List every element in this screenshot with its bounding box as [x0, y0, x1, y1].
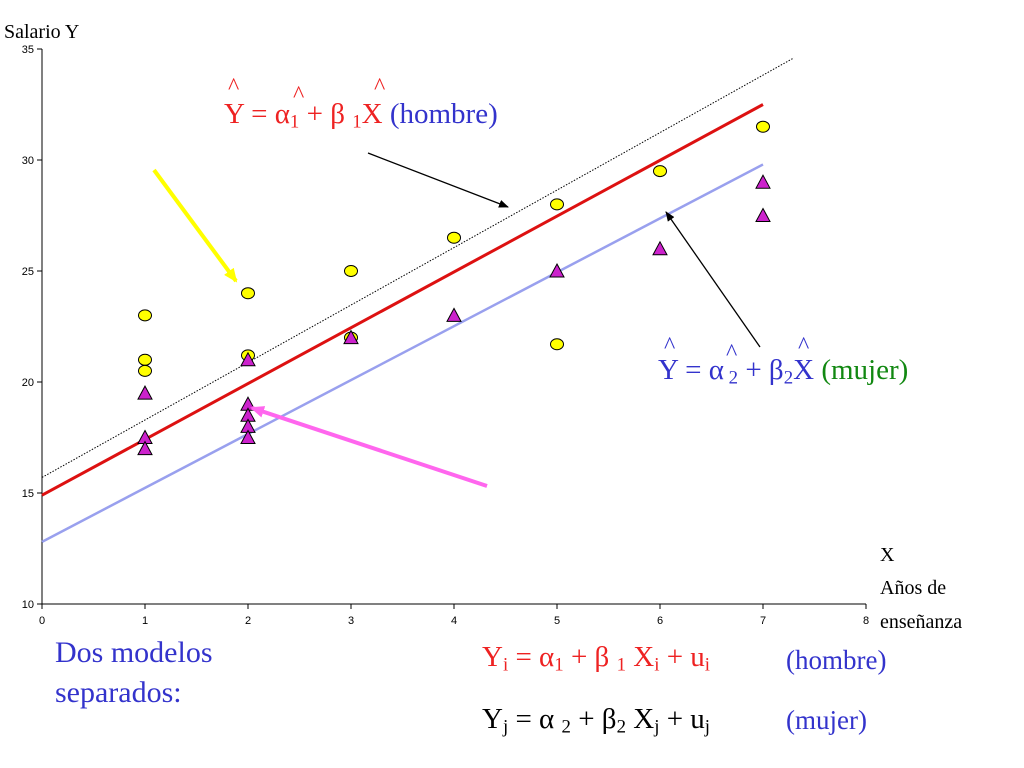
x-tick-label: 0	[39, 615, 45, 627]
data-point-triangle	[755, 207, 771, 222]
data-point-circle	[447, 231, 461, 244]
y-tick-label: 10	[22, 599, 34, 611]
mh-x: X	[625, 641, 655, 673]
data-point-circle	[550, 198, 564, 211]
data-point-triangle	[446, 307, 462, 322]
mm-u: + u	[659, 703, 705, 735]
data-point-triangle	[137, 440, 153, 456]
hat-y-mujer: ^	[664, 333, 676, 359]
data-point-triangle	[549, 262, 565, 278]
data-point-triangle	[137, 385, 153, 400]
data-point-circle	[756, 120, 770, 133]
eq-hombre-lhs: Y = α	[224, 98, 290, 130]
mh-u-sub: i	[704, 654, 711, 676]
data-point-circle	[138, 309, 152, 322]
model-hombre-equation: Yi = α1 + β 1 Xi + ui	[482, 641, 710, 675]
y-tick-label: 30	[22, 155, 34, 167]
data-point-circle	[138, 364, 152, 377]
regression-line-mujer	[41, 163, 764, 543]
eq-mujer-tag: (mujer)	[814, 354, 909, 386]
mm-x: X	[625, 703, 655, 735]
x-tick-label: 7	[760, 615, 766, 627]
eq-hombre-sub2: 1	[352, 111, 362, 133]
mh-x-sub: i	[654, 654, 660, 676]
model-hombre-tag: (hombre)	[786, 645, 887, 675]
models-title-line-2: separados:	[55, 676, 182, 709]
hat-beta-hombre: ^	[374, 74, 386, 100]
x-axis-label-line-3: enseñanza	[880, 611, 963, 633]
x-tick-label: 6	[657, 615, 663, 627]
hat-alpha-mujer: ^	[726, 340, 738, 366]
y-tick-label: 25	[22, 266, 34, 278]
eq-mujer-lhs: Y = α	[658, 354, 724, 386]
y-tick-label: 15	[22, 488, 34, 500]
x-tick-label: 8	[863, 615, 869, 627]
arrow-to-mujer-line	[665, 211, 761, 348]
regression-line-hombre	[41, 103, 764, 497]
mh-y: Y	[482, 641, 503, 673]
mh-y-sub: i	[502, 654, 509, 676]
yellow-attention-arrow	[152, 168, 238, 283]
data-point-circle	[344, 265, 358, 277]
x-axis-label-line-2: Años de	[880, 577, 947, 599]
hat-y-hombre: ^	[228, 74, 240, 100]
mm-plus: + β	[570, 703, 617, 735]
x-tick-label: 1	[142, 615, 148, 627]
eq-mujer-sub1: 2	[723, 367, 739, 389]
eq-hombre-sub1: 1	[289, 111, 300, 133]
models-title-line-1: Dos modelos	[55, 636, 213, 669]
x-tick-label: 4	[451, 615, 457, 627]
data-point-circle	[138, 353, 152, 366]
mm-y: Y	[482, 703, 503, 735]
x-axis-label-line-1: X	[880, 544, 895, 566]
data-point-circle	[241, 287, 255, 300]
data-point-triangle	[343, 329, 359, 345]
mm-y-sub: j	[502, 716, 509, 738]
y-tick-label: 35	[22, 44, 34, 56]
data-point-triangle	[755, 174, 771, 189]
regression-line-thin	[41, 57, 795, 478]
mh-u: + u	[659, 641, 705, 673]
equation-hombre-text: Y = α1 + β 1X (hombre)	[224, 98, 498, 132]
hat-beta-mujer: ^	[798, 333, 810, 359]
y-tick-label: 20	[22, 377, 34, 389]
mh-b-sub: 1	[616, 654, 626, 676]
mm-x-sub: j	[654, 716, 660, 738]
mh-a-sub: 1	[554, 654, 564, 676]
model-mujer-tag: (mujer)	[786, 705, 867, 735]
mh-plus: + β	[563, 641, 617, 673]
mm-b-sub: 2	[616, 716, 626, 738]
data-point-circle	[653, 165, 667, 178]
x-tick-label: 3	[348, 615, 354, 627]
hat-alpha-hombre: ^	[293, 82, 305, 108]
x-tick-label: 5	[554, 615, 560, 627]
eq-mujer-mid: + β	[738, 354, 784, 386]
equation-mujer-text: Y = α 2 + β2X (mujer)	[658, 354, 909, 388]
data-point-circle	[550, 338, 564, 351]
eq-mujer-rhs: X	[793, 354, 815, 386]
data-point-triangle	[652, 240, 668, 256]
data-point-triangle	[240, 351, 256, 367]
mm-a-sub: 2	[561, 716, 571, 738]
eq-hombre-tag: (hombre)	[382, 98, 498, 130]
y-axis-label: Salario Y	[4, 21, 80, 43]
eq-hombre-rhs: X	[361, 98, 383, 130]
eq-hombre-mid: + β	[299, 98, 353, 130]
x-tick-label: 2	[245, 615, 251, 627]
eq-mujer-sub2: 2	[783, 367, 794, 389]
arrow-to-hombre-line	[367, 152, 509, 208]
mm-eq: = α	[508, 703, 562, 735]
pink-attention-arrow	[250, 406, 488, 488]
model-mujer-equation: Yj = α 2 + β2 Xj + uj	[482, 703, 710, 737]
mm-u-sub: j	[704, 716, 711, 738]
mh-eq: = α	[508, 641, 555, 673]
data-point-triangle	[240, 429, 256, 444]
